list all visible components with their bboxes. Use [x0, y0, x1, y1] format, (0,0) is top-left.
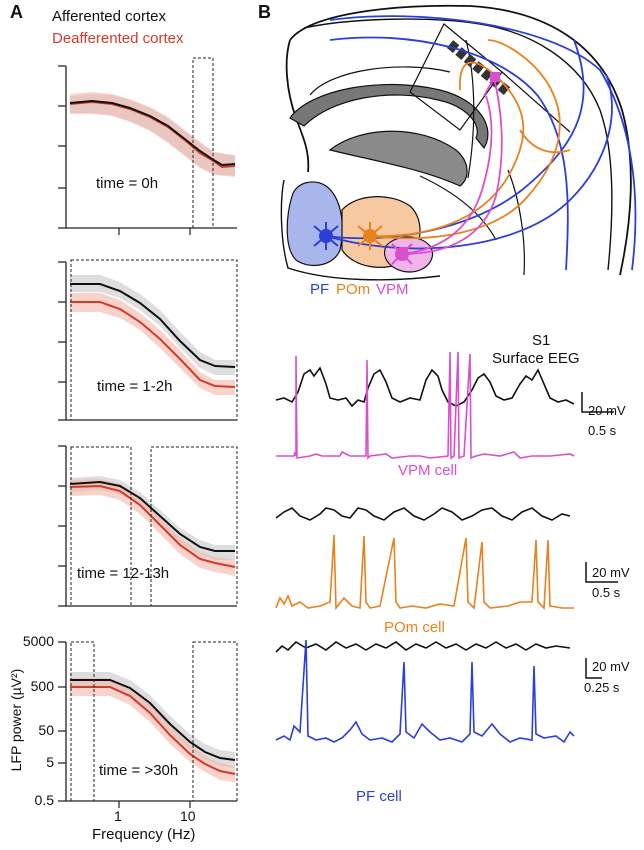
analysis-window-low: [70, 446, 132, 607]
barrel-column: [446, 40, 512, 96]
scale-bar-pf: [585, 658, 602, 679]
brain-outline: [289, 4, 632, 276]
analysis-window-high: [192, 641, 238, 802]
pf-cell-label: PF cell: [356, 788, 402, 805]
analysis-window: [70, 259, 238, 421]
legend-deafferented: Deafferented cortex: [52, 30, 184, 47]
spectra-panel: [58, 57, 238, 808]
spectrum-plot-4: [58, 641, 238, 808]
scale-bar-vpm: [581, 392, 614, 413]
scale-voltage-vpm: 20 mV: [588, 403, 626, 418]
time-label-12-13h: time = 12-13h: [77, 565, 170, 582]
scale-time-pf: 0.25 s: [584, 680, 620, 695]
pf-nucleus-region: [286, 181, 343, 267]
afferented-line: [70, 283, 236, 368]
xtick-1: 1: [114, 808, 122, 824]
panel-b-letter: B: [258, 2, 271, 22]
time-label-30h: time = >30h: [99, 762, 179, 779]
legend-afferented: Afferented cortex: [52, 8, 166, 25]
ytick-5: 5: [46, 754, 54, 770]
pom-neuron: [357, 222, 383, 250]
spectrum-plot-2: [58, 259, 238, 421]
x-axis-label: Frequency (Hz): [92, 826, 196, 843]
scale-voltage-pom: 20 mV: [592, 565, 630, 580]
analysis-window-high: [150, 446, 238, 607]
vpm-label: VPM: [376, 281, 409, 298]
ytick-50: 50: [38, 722, 54, 738]
deafferented-band: [70, 293, 235, 395]
pom-cell-label: POm cell: [384, 619, 445, 636]
eeg-trace-pf: [275, 640, 571, 653]
vpm-cell-trace: [276, 351, 575, 460]
pom-cell-trace: [275, 534, 574, 611]
spectrum-plot-1: [58, 57, 237, 235]
deafferented-line: [69, 484, 236, 568]
pf-neuron: [313, 222, 339, 250]
pf-projection-3: [329, 15, 637, 271]
eeg-trace-pom: [275, 507, 571, 521]
afferented-line: [69, 99, 236, 167]
vpm-projection-2: [401, 75, 503, 255]
eeg-label-s1: S1: [532, 332, 551, 349]
spectrum-plot-3: [58, 445, 238, 607]
scale-bar-pom: [585, 562, 618, 583]
ytick-500: 500: [30, 678, 54, 694]
deafferented-band: [70, 479, 235, 576]
deafferented-line: [70, 301, 236, 388]
brain-section-diagram: [280, 4, 637, 281]
deafferented-line: [70, 686, 236, 775]
y-axis-label: LFP power (µV²): [8, 668, 24, 772]
analysis-window: [192, 57, 214, 229]
scale-time-vpm: 0.5 s: [588, 423, 617, 438]
vpm-terminal: [490, 72, 500, 82]
vpm-projection-1: [401, 95, 493, 255]
pom-projection-2: [369, 39, 561, 240]
xtick-10: 10: [180, 808, 196, 824]
afferented-band: [70, 476, 235, 560]
eeg-trace-vpm: [275, 366, 575, 408]
analysis-window-low: [70, 641, 95, 802]
panel-a-letter: A: [10, 2, 23, 22]
vpm-cell-label: VPM cell: [398, 462, 458, 479]
vpm-neuron: [391, 243, 413, 265]
afferented-line: [70, 679, 236, 761]
scale-voltage-pf: 20 mV: [592, 659, 630, 674]
hippocampus: [289, 84, 489, 150]
deafferented-band: [70, 92, 235, 177]
time-label-1-2h: time = 1-2h: [97, 378, 173, 395]
ytick-5000: 5000: [22, 633, 54, 649]
pf-cell-trace: [275, 639, 575, 744]
scale-time-pom: 0.5 s: [592, 585, 621, 600]
recording-traces: [275, 351, 618, 744]
time-label-0h: time = 0h: [96, 175, 159, 192]
afferented-line: [69, 480, 235, 552]
pom-label: POm: [336, 281, 371, 298]
afferented-band: [70, 275, 235, 375]
pf-label: PF: [310, 281, 330, 298]
eeg-label-surface: Surface EEG: [492, 350, 580, 367]
pf-projection-4: [329, 36, 569, 271]
ytick-0-5: 0.5: [34, 792, 54, 808]
pom-projection-1: [369, 61, 525, 238]
